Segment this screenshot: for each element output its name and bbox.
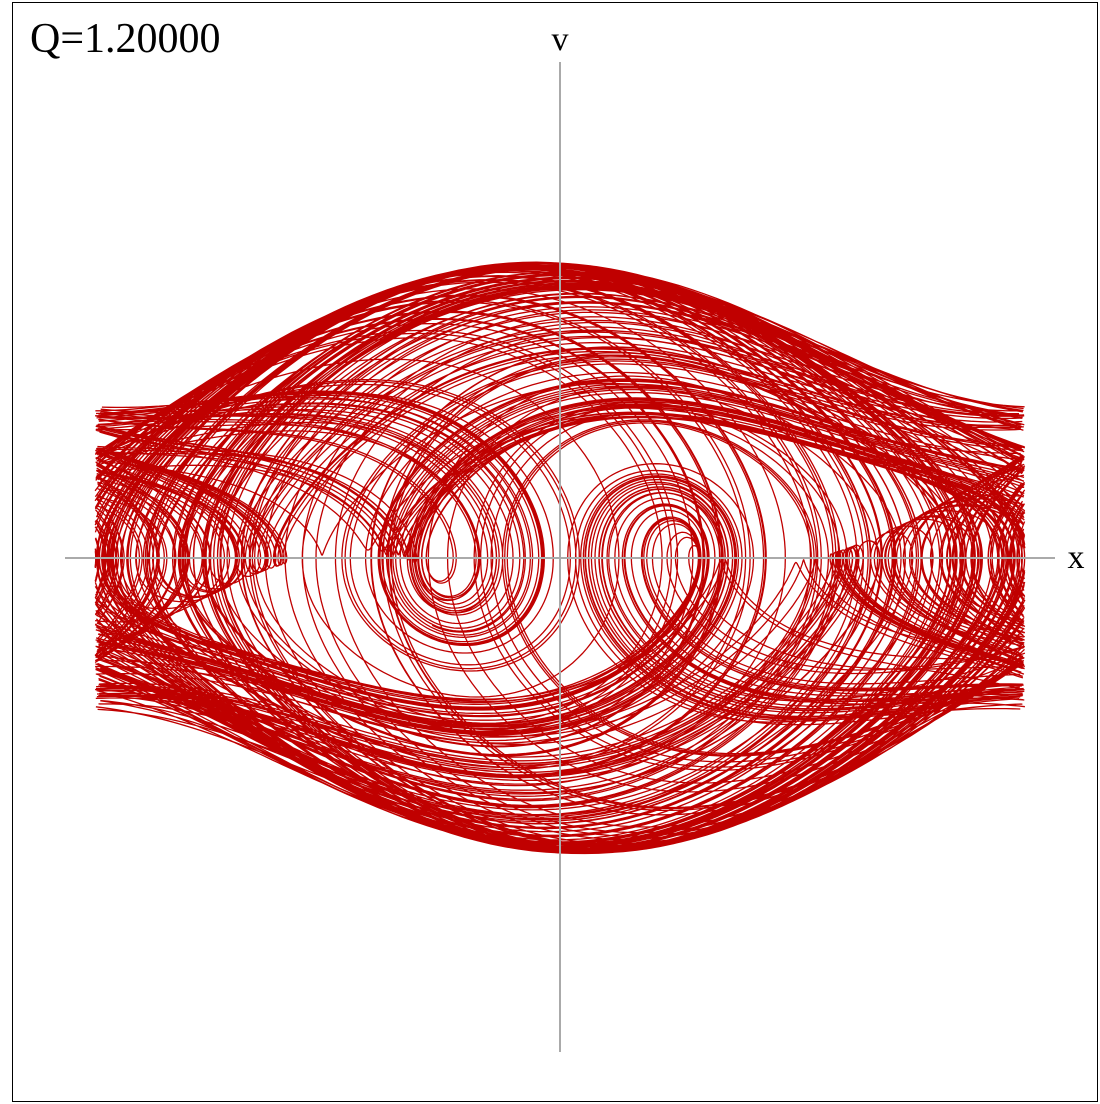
y-axis-label: v bbox=[552, 21, 569, 58]
x-axis-label: x bbox=[1068, 539, 1085, 576]
q-label: Q=1.20000 bbox=[30, 16, 221, 62]
trajectory-path bbox=[94, 261, 1026, 855]
trajectory bbox=[94, 261, 1026, 855]
